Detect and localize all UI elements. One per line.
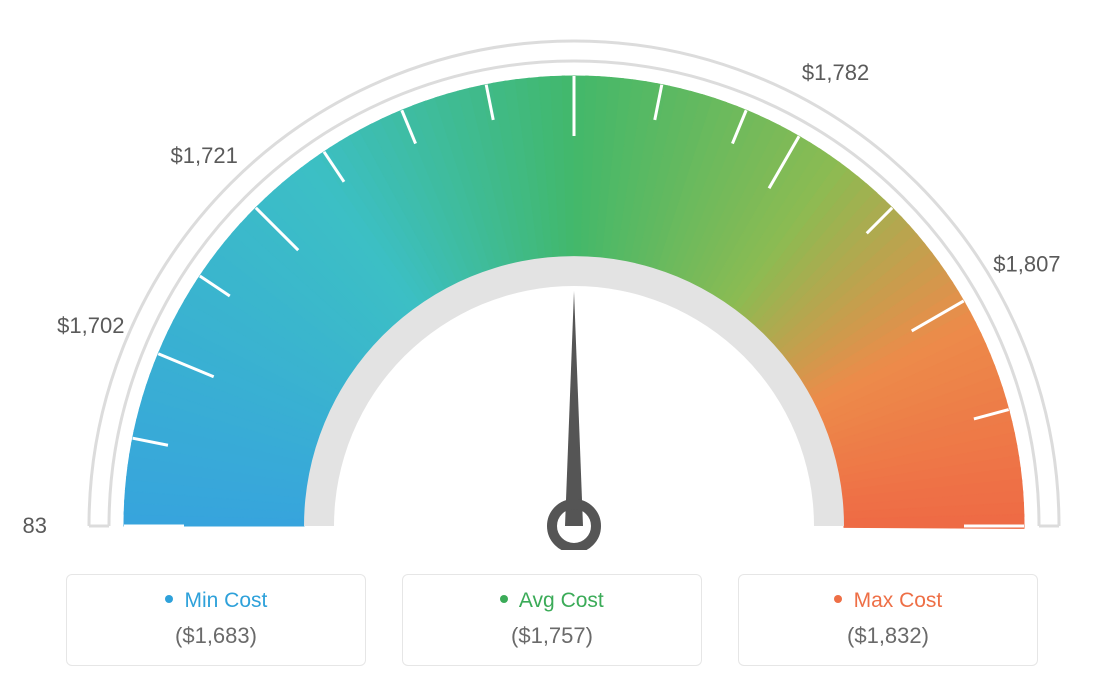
legend-value-avg: ($1,757) (403, 623, 701, 649)
gauge-container: $1,683$1,702$1,721$1,757$1,782$1,807$1,8… (20, 20, 1084, 550)
gauge-tick-label: $1,721 (171, 143, 238, 168)
gauge-needle (565, 291, 583, 526)
legend-title-text: Min Cost (184, 589, 267, 612)
legend-value-max: ($1,832) (739, 623, 1037, 649)
legend-title-avg: Avg Cost (403, 589, 701, 613)
gauge-tick-label: $1,807 (993, 251, 1060, 276)
legend-title-text: Max Cost (854, 589, 943, 612)
gauge-tick-label: $1,782 (802, 60, 869, 85)
legend-title-text: Avg Cost (519, 589, 604, 612)
dot-icon (834, 595, 842, 603)
gauge-chart: $1,683$1,702$1,721$1,757$1,782$1,807$1,8… (22, 20, 1082, 550)
legend-card-min: Min Cost ($1,683) (66, 574, 366, 666)
gauge-tick-label: $1,702 (57, 313, 124, 338)
legend-title-min: Min Cost (67, 589, 365, 613)
legend-row: Min Cost ($1,683) Avg Cost ($1,757) Max … (20, 574, 1084, 666)
legend-card-avg: Avg Cost ($1,757) (402, 574, 702, 666)
legend-card-max: Max Cost ($1,832) (738, 574, 1038, 666)
legend-title-max: Max Cost (739, 589, 1037, 613)
dot-icon (165, 595, 173, 603)
legend-value-min: ($1,683) (67, 623, 365, 649)
gauge-tick-label: $1,683 (22, 513, 47, 538)
dot-icon (500, 595, 508, 603)
